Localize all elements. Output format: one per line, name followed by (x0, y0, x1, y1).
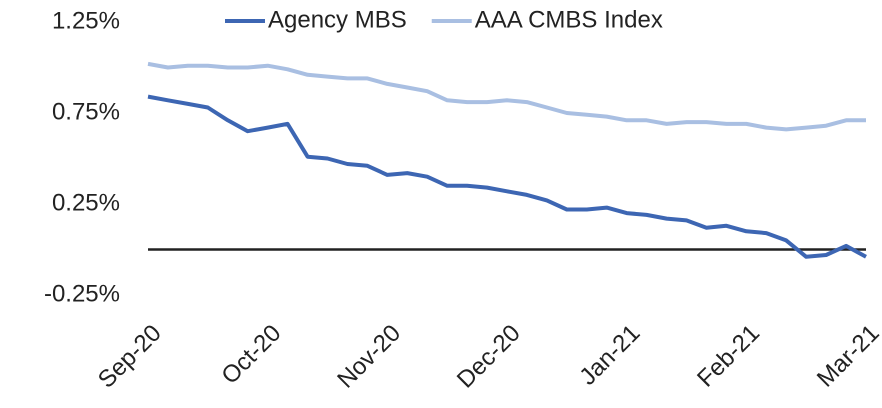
x-tick-label: Nov-20 (332, 320, 406, 394)
y-tick-label: -0.25% (44, 280, 120, 307)
x-tick-label: Dec-20 (452, 320, 526, 394)
x-tick-label: Sep-20 (93, 320, 167, 394)
legend-label: Agency MBS (268, 6, 407, 33)
legend-label: AAA CMBS Index (475, 6, 663, 33)
series-line (147, 61, 866, 132)
x-tick-label: Mar-21 (812, 320, 882, 393)
series-line (147, 94, 867, 259)
y-tick-label: 1.25% (52, 7, 120, 34)
x-tick-label: Jan-21 (574, 320, 645, 391)
y-tick-label: 0.25% (52, 189, 120, 216)
y-tick-label: 0.75% (52, 98, 120, 125)
x-tick-label: Feb-21 (692, 320, 765, 393)
x-tick-label: Oct-20 (216, 320, 286, 390)
